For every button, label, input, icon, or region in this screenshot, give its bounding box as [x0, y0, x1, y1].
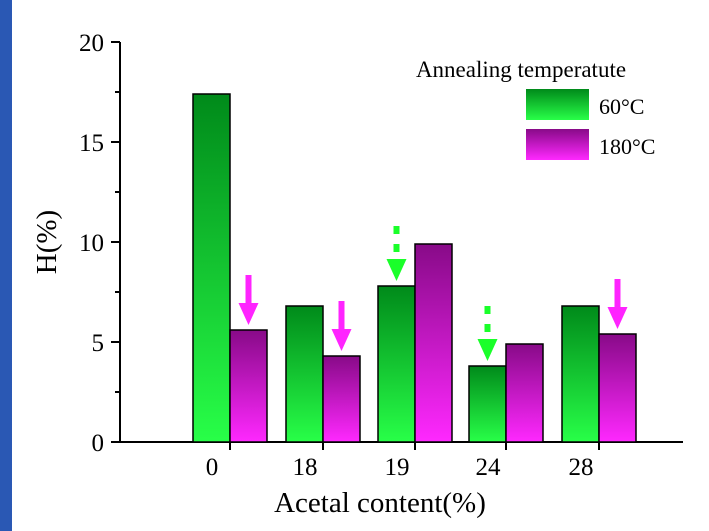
x-tick-label: 19	[385, 454, 410, 481]
bar-60c-19	[377, 285, 416, 443]
bar-60c-18	[285, 305, 324, 443]
x-axis-label: Acetal content(%)	[274, 487, 486, 519]
x-tick-label: 18	[293, 454, 318, 481]
y-tick-label: 20	[79, 30, 104, 57]
bar-180c-0	[229, 329, 268, 443]
bar-60c-28	[561, 305, 600, 443]
x-tick-label: 0	[206, 454, 219, 481]
y-tick-label: 15	[79, 130, 104, 157]
x-ticks: 0 18 19 24 28	[206, 442, 600, 481]
legend: Annealing temperatute 60°C 180°C	[416, 57, 655, 160]
annotation-down-arrow	[331, 301, 352, 351]
bar-180c-24	[505, 343, 544, 443]
bar-60c-24	[468, 365, 507, 443]
y-ticks: 0 5 10 15 20	[79, 30, 120, 457]
legend-title: Annealing temperatute	[416, 57, 626, 82]
annotation-arrows	[238, 226, 628, 361]
bar-60c-0	[192, 93, 231, 443]
y-tick-label: 5	[92, 330, 105, 357]
x-tick-label: 24	[476, 454, 502, 481]
bar-180c-19	[414, 243, 453, 443]
bar-180c-28	[598, 333, 637, 443]
legend-swatch-180c	[526, 129, 589, 160]
x-tick-label: 28	[569, 454, 594, 481]
annotation-down-arrow	[238, 275, 259, 325]
legend-swatch-60c	[526, 89, 589, 120]
bar-180c-18	[322, 355, 361, 443]
annotation-down-arrow	[386, 226, 407, 281]
annotation-down-arrow	[477, 306, 498, 361]
legend-label-60c: 60°C	[599, 94, 644, 119]
y-axis-label: H(%)	[31, 210, 63, 274]
y-tick-label: 10	[79, 230, 104, 257]
bars	[192, 93, 637, 443]
annotation-down-arrow	[607, 279, 628, 329]
legend-label-180c: 180°C	[599, 134, 655, 159]
y-tick-label: 0	[92, 430, 105, 457]
